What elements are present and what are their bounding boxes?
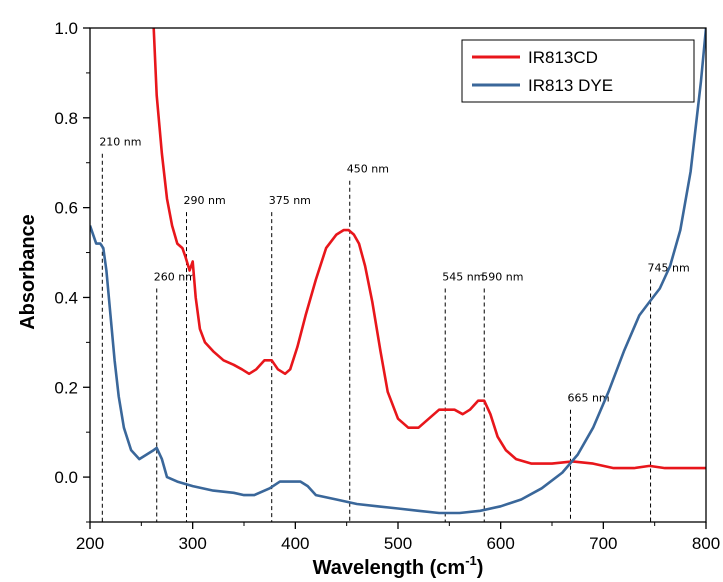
x-tick-label: 400 [281, 534, 309, 553]
x-tick-label: 800 [692, 534, 720, 553]
y-tick-label: 0.2 [54, 378, 78, 397]
y-tick-label: 0.6 [54, 199, 78, 218]
annotation-label: 450 nm [347, 163, 389, 176]
annotation-label: 260 nm [154, 270, 196, 283]
series-line-ir813cd [152, 28, 706, 470]
y-tick-label: 0.0 [54, 468, 78, 487]
y-tick-label: 1.0 [54, 19, 78, 38]
axes-layer: 200 300 400 500 600 700 800 0.0 0.2 0.4 0.6 0.8 1.0 [54, 19, 720, 553]
series-line-ir813-dye [90, 28, 706, 515]
legend-box [461, 39, 695, 103]
y-tick-label: 0.8 [54, 109, 78, 128]
legend-label-ir813-dye: IR813 DYE [528, 76, 613, 95]
annotation-label: 590 nm [481, 270, 523, 283]
annotation-label: 290 nm [184, 194, 226, 207]
annotation-label: 210 nm [99, 136, 141, 149]
series-layer [90, 28, 706, 515]
x-tick-label: 200 [76, 534, 104, 553]
annotation-label: 375 nm [269, 194, 311, 207]
x-axis-title: Wavelength (cm-1) [313, 553, 484, 579]
x-tick-label: 700 [589, 534, 617, 553]
legend: IR813CD IR813 DYE [461, 39, 695, 103]
annotation-label: 545 nm [442, 270, 484, 283]
x-tick-label: 500 [384, 534, 412, 553]
x-axis-title-sup: -1 [465, 553, 477, 568]
x-tick-label: 600 [486, 534, 514, 553]
x-tick-label: 300 [178, 534, 206, 553]
x-axis-title-main: Wavelength (cm [313, 557, 466, 579]
legend-label-ir813cd: IR813CD [528, 48, 598, 67]
y-tick-label: 0.4 [54, 288, 78, 307]
x-axis-title-close: ) [477, 557, 484, 579]
y-axis-title: Absorbance [17, 214, 39, 330]
annotation-layer: 210 nm 260 nm 290 nm 375 nm 450 nm 545 nm590 … [99, 136, 690, 522]
annotation-label: 665 nm [567, 392, 609, 405]
